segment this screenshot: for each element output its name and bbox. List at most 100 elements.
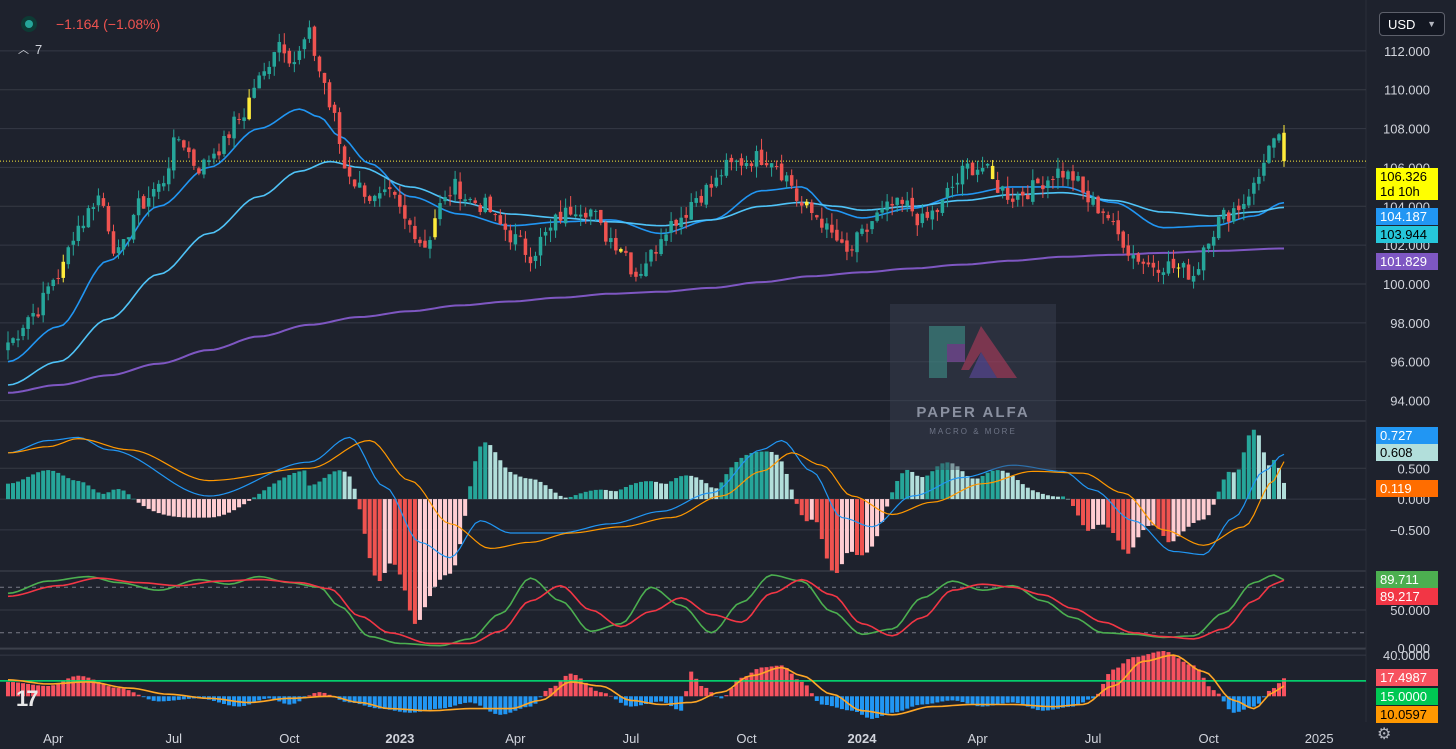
hist-value-tag-value: 0.119 [1380, 481, 1412, 496]
candle-body [26, 317, 30, 329]
osc-hist-bar [1151, 652, 1156, 697]
osc-hist-bar [669, 696, 674, 707]
osc-hist-bar [468, 696, 473, 703]
candle-body [1232, 208, 1236, 222]
candle-body [433, 218, 437, 238]
candle-body [980, 168, 985, 172]
candle-body [131, 214, 136, 240]
stoch-d-line [7, 577, 1285, 645]
chevron-down-icon: ▼ [1427, 19, 1436, 29]
candle-body [674, 219, 678, 226]
y-tick-label: 96.000 [1390, 355, 1430, 370]
osc-hist-bar [352, 696, 357, 703]
osc-hist-bar [382, 696, 387, 709]
time-axis[interactable]: Apr Jul Oct 2023 Apr Jul Oct 2024 Apr Jul Oct 2025 [43, 731, 1334, 746]
macd-hist-bar [784, 473, 789, 500]
macd-hist-bar [794, 499, 799, 504]
candle-body [51, 279, 55, 287]
macd-hist-bar [985, 472, 990, 500]
osc-hist-bar [262, 696, 267, 699]
hist-value-tag: 0.119 [1376, 480, 1438, 497]
macd-hist-bar [327, 474, 332, 500]
candle-body [1211, 236, 1216, 246]
osc-hist-bar [1266, 690, 1271, 697]
y-tick-label: 0.000 [1397, 641, 1430, 656]
macd-hist-bar [1151, 499, 1156, 526]
macd-hist-bar [211, 499, 216, 518]
candle-body [468, 198, 472, 201]
x-tick-label: Apr [43, 731, 64, 746]
macd-hist-bar [1096, 499, 1101, 525]
osc-hist-bar [739, 677, 744, 697]
candle-body [940, 199, 945, 213]
collapse-indicators-button[interactable]: ︿ 7 [14, 39, 46, 59]
macd-hist-bar [126, 494, 131, 500]
candle-body [865, 229, 869, 232]
candle-body [915, 213, 920, 226]
indicator-count: 7 [35, 41, 43, 57]
macd-hist-bar [347, 476, 352, 500]
candle-body [448, 195, 452, 197]
macd-hist-bar [643, 481, 649, 500]
macd-hist-bar [824, 499, 829, 559]
macd-hist-bar [101, 493, 106, 500]
macd-hist-bar [166, 499, 171, 516]
macd-hist-bar [548, 488, 553, 500]
candle-body [403, 205, 407, 219]
macd-hist-bar [1116, 499, 1121, 541]
macd-hist-bar [1081, 499, 1086, 526]
osc-hist-bar [1176, 658, 1181, 697]
osc-hist-bar [1005, 696, 1010, 703]
macd-hist-bar [1010, 475, 1015, 500]
candle-body [729, 157, 734, 163]
macd-hist-bar [257, 493, 262, 500]
macd-hist-bar [503, 467, 508, 500]
osc-hist-bar [407, 696, 412, 713]
macd-hist-bar [1266, 465, 1271, 500]
histograms [5, 429, 1287, 719]
x-tick-label: Jul [1085, 731, 1102, 746]
gear-icon[interactable]: ⚙ [1377, 726, 1392, 743]
macd-hist-bar [1035, 492, 1040, 500]
osc-hist-bar [764, 667, 769, 697]
macd-hist-bar [1086, 499, 1091, 531]
osc-hist-bar [508, 696, 513, 713]
signal-value-tag-value: 0.608 [1380, 445, 1413, 460]
candle-body [684, 214, 688, 218]
candle-body [413, 225, 417, 240]
macd-hist-bar [362, 499, 367, 534]
macd-hist-bar [588, 490, 593, 500]
tradingview-logo-icon[interactable]: 17 [16, 686, 39, 711]
macd-hist-bar [498, 460, 503, 500]
osc-hist-bar [312, 693, 317, 697]
candle-body [1277, 134, 1281, 141]
osc-hist-bar [854, 696, 860, 712]
macd-hist-bar [438, 499, 443, 580]
osc-signal-line [7, 654, 1285, 716]
candle-body [372, 195, 377, 202]
osc-hist-bar [890, 696, 895, 713]
osc-hist-bar [387, 696, 392, 710]
macd-hist-bar [608, 490, 613, 500]
ema-fast-tag-value: 104.187 [1380, 209, 1427, 224]
candle-body [498, 215, 503, 225]
x-tick-label: Jul [165, 731, 182, 746]
candle-body [619, 248, 623, 252]
osc-hist-bar [322, 692, 327, 697]
candle-body [950, 186, 955, 188]
osc-hist-bar [347, 696, 352, 703]
candle-body [1091, 197, 1095, 205]
osc-hist-bar [1221, 696, 1226, 702]
candle-body [1041, 185, 1045, 190]
macd-hist-bar [1131, 499, 1136, 548]
macd-hist-bar [538, 481, 543, 500]
osc-hist-bar [453, 696, 458, 706]
candle-body [1106, 214, 1110, 219]
osc-hist-bar [176, 696, 181, 700]
macd-hist-bar [508, 471, 513, 500]
market-status-icon[interactable] [21, 16, 37, 32]
macd-hist-bar [417, 499, 422, 620]
candle-body [1141, 261, 1146, 264]
currency-select[interactable]: USD ▼ [1379, 12, 1445, 36]
